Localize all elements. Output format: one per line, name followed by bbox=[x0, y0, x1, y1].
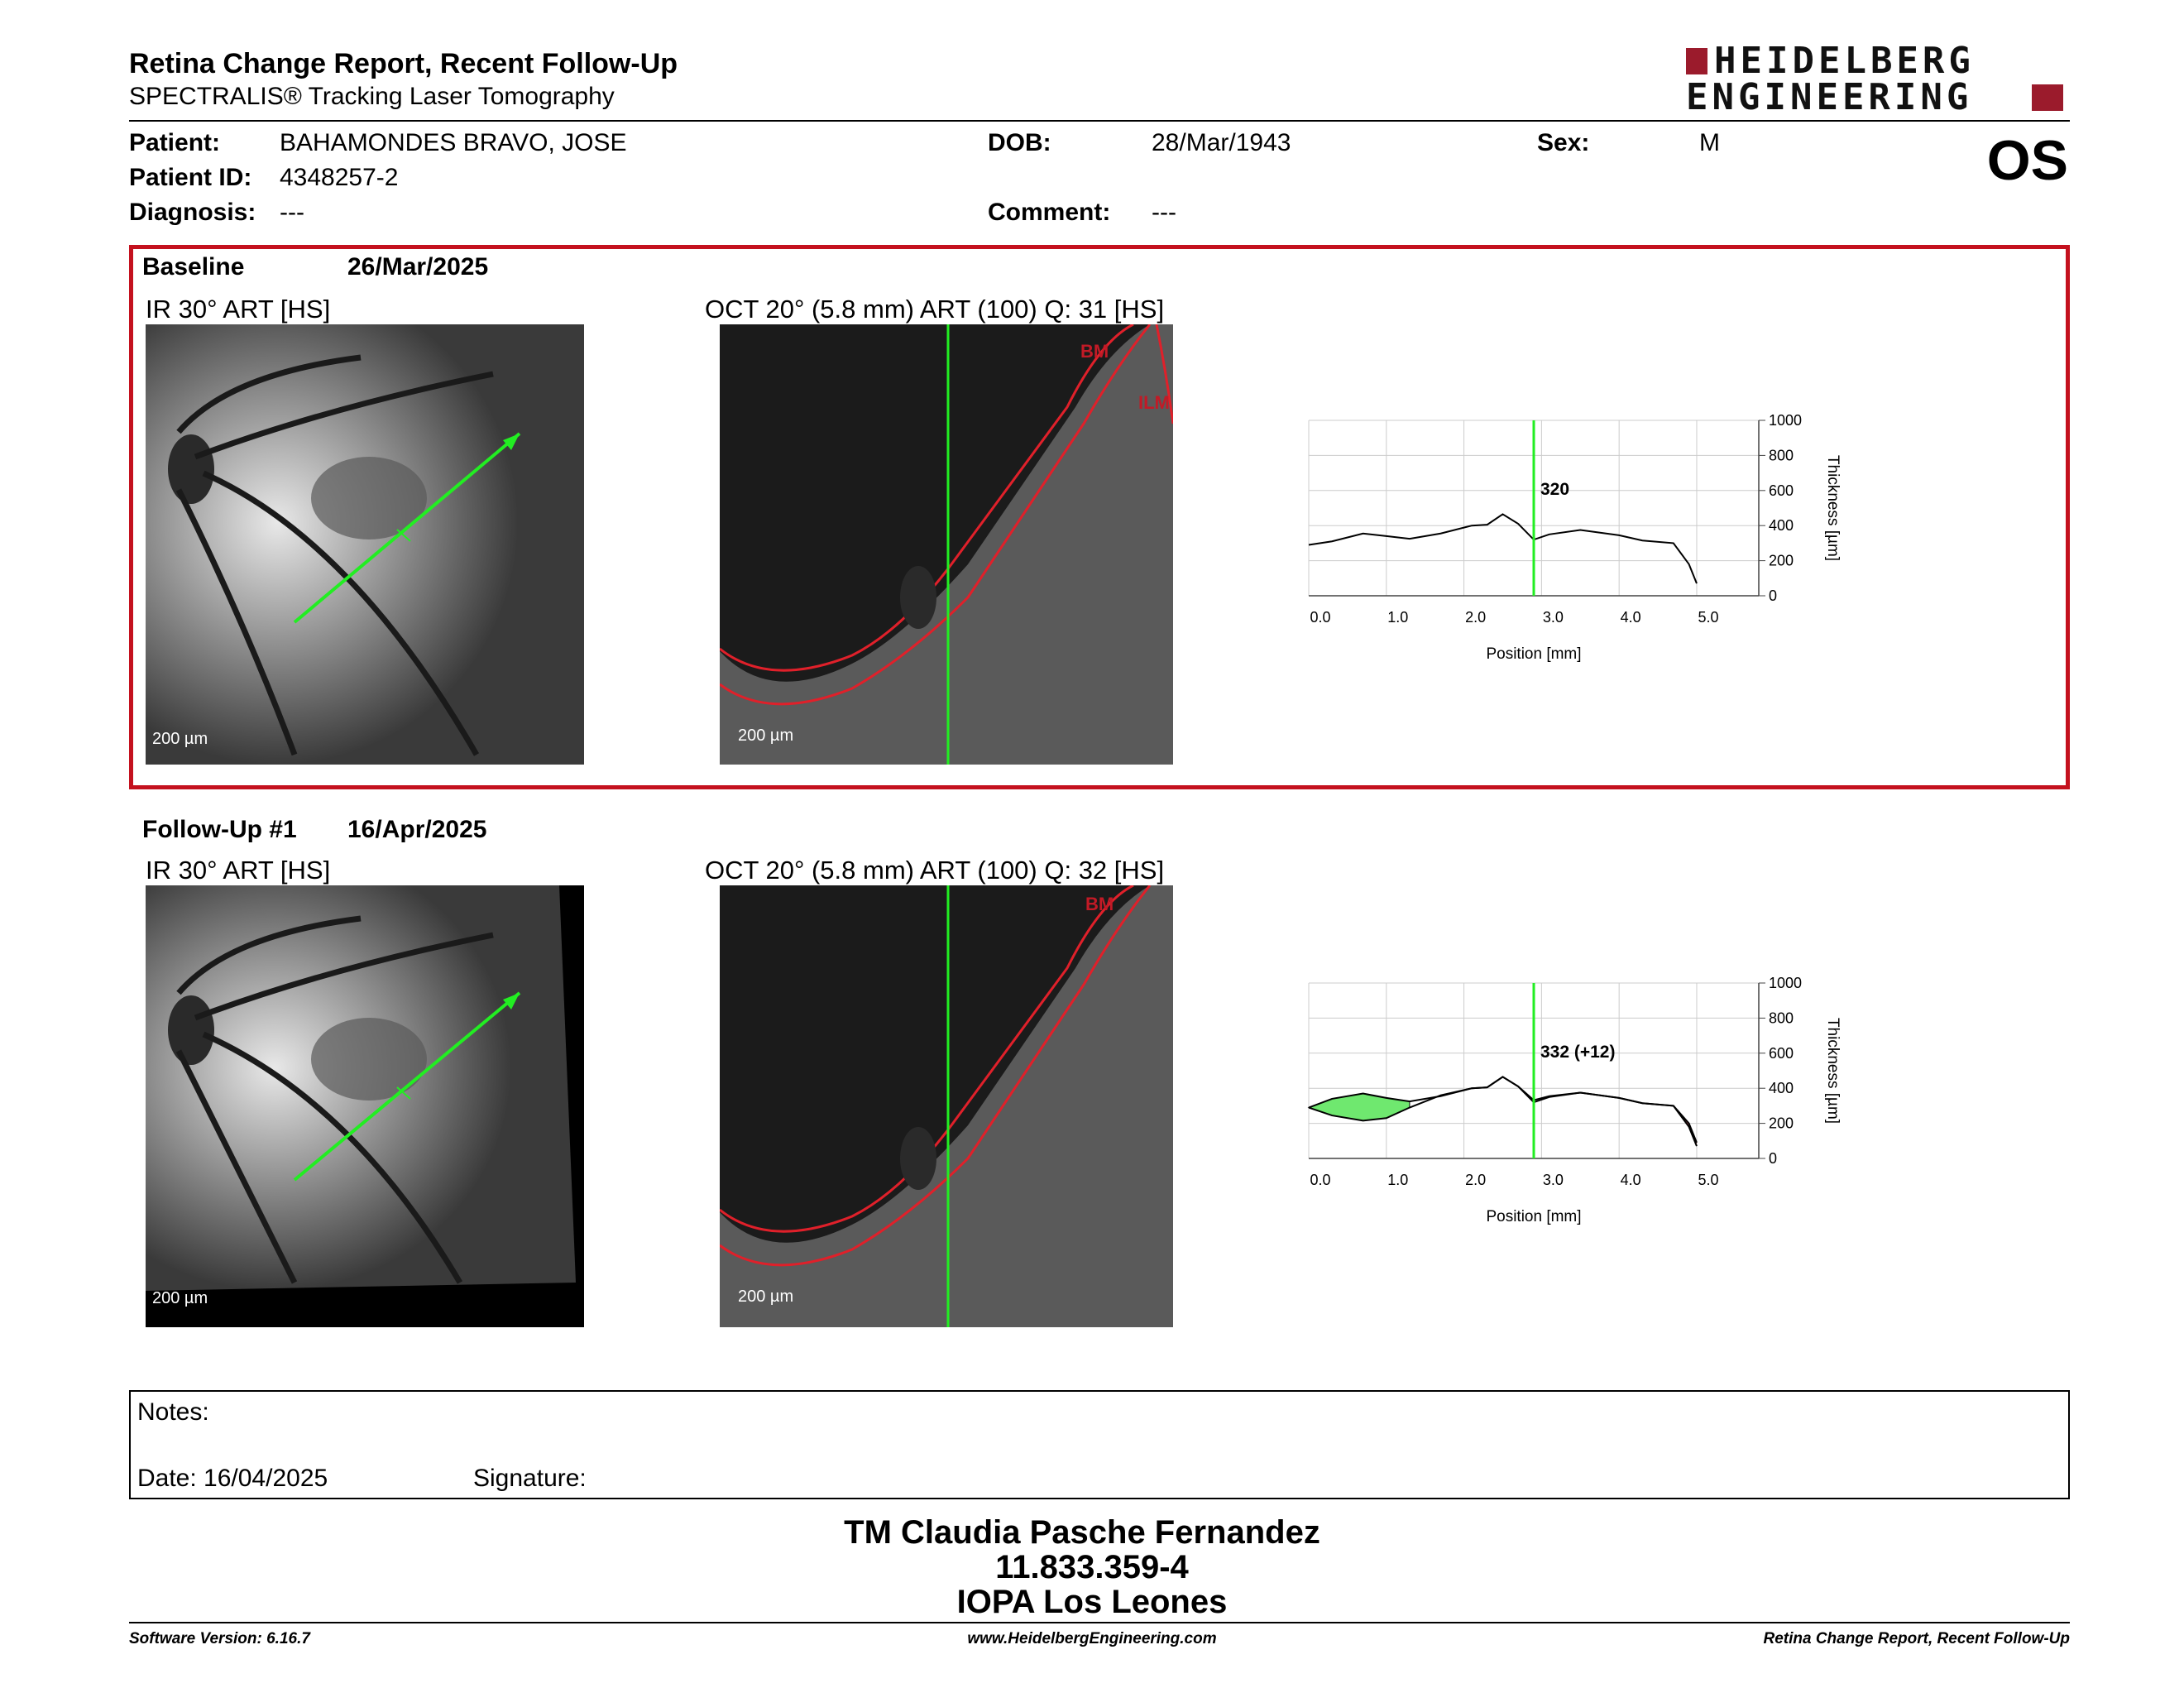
baseline-ir-label: IR 30° ART [HS] bbox=[146, 295, 331, 324]
report-title: Retina Change Report, Recent Follow-Up bbox=[129, 48, 678, 79]
x-tick-label: 5.0 bbox=[1698, 609, 1718, 626]
signer-id: 11.833.359-4 bbox=[995, 1549, 1189, 1585]
y-tick-label: 0 bbox=[1769, 587, 1777, 604]
footer-report-name: Retina Change Report, Recent Follow-Up bbox=[1763, 1630, 2070, 1647]
y-tick-label: 200 bbox=[1769, 553, 1794, 569]
x-tick-label: 4.0 bbox=[1621, 609, 1641, 626]
x-axis-label: Position [mm] bbox=[1486, 1208, 1581, 1225]
patient-name: BAHAMONDES BRAVO, JOSE bbox=[280, 129, 627, 156]
sex-label: Sex: bbox=[1537, 129, 1590, 156]
followup-date: 16/Apr/2025 bbox=[347, 816, 487, 843]
patient-id: 4348257-2 bbox=[280, 164, 399, 191]
followup-oct-label: OCT 20° (5.8 mm) ART (100) Q: 32 [HS] bbox=[705, 856, 1165, 885]
logo-line-1: HEIDELBERG bbox=[1714, 40, 1975, 82]
signer-name: TM Claudia Pasche Fernandez bbox=[844, 1514, 1320, 1551]
y-tick-label: 600 bbox=[1769, 1045, 1794, 1062]
baseline-oct-svg: BM ILM bbox=[720, 324, 1173, 765]
diagnosis-label: Diagnosis: bbox=[129, 199, 256, 226]
y-tick-label: 400 bbox=[1769, 517, 1794, 534]
followup-fundus-svg bbox=[146, 885, 576, 1291]
followup-ir-scalebar: 200 µm bbox=[152, 1289, 208, 1307]
signature-label: Signature: bbox=[473, 1465, 587, 1492]
heidelberg-logo: HEIDELBERG ENGINEERING bbox=[1686, 40, 2063, 118]
report-subtitle: SPECTRALIS® Tracking Laser Tomography bbox=[129, 83, 615, 110]
comment-label: Comment: bbox=[988, 199, 1111, 226]
notes-date: Date: 16/04/2025 bbox=[137, 1465, 328, 1492]
cursor-thickness-value: 320 bbox=[1540, 480, 1569, 499]
baseline-oct-label: OCT 20° (5.8 mm) ART (100) Q: 31 [HS] bbox=[705, 295, 1165, 324]
followup-ir-label: IR 30° ART [HS] bbox=[146, 856, 331, 885]
comment-value: --- bbox=[1152, 199, 1176, 226]
x-tick-label: 5.0 bbox=[1698, 1172, 1718, 1188]
y-tick-label: 800 bbox=[1769, 447, 1794, 463]
baseline-ir-fundus-image: 200 µm bbox=[146, 324, 584, 765]
baseline-date: 26/Mar/2025 bbox=[347, 253, 489, 281]
y-tick-label: 1000 bbox=[1769, 975, 1802, 991]
x-tick-label: 0.0 bbox=[1310, 609, 1330, 626]
footer-software-version: Software Version: 6.16.7 bbox=[129, 1630, 310, 1647]
baseline-label: Baseline bbox=[142, 253, 245, 281]
baseline-panel bbox=[129, 245, 2070, 789]
x-tick-label: 2.0 bbox=[1465, 1172, 1486, 1188]
footer-divider bbox=[129, 1622, 2070, 1623]
y-tick-label: 0 bbox=[1769, 1150, 1777, 1167]
followup-oct-bscan-image: BM 200 µm bbox=[720, 885, 1173, 1327]
patient-id-label: Patient ID: bbox=[129, 164, 252, 191]
followup-oct-scalebar: 200 µm bbox=[738, 1288, 794, 1306]
signer-place: IOPA Los Leones bbox=[956, 1584, 1228, 1620]
baseline-ilm-label: ILM bbox=[1138, 392, 1170, 413]
notes-box: Notes: Date: 16/04/2025 Signature: bbox=[129, 1390, 2070, 1499]
baseline-bm-label: BM bbox=[1080, 341, 1109, 362]
baseline-oct-scalebar: 200 µm bbox=[738, 727, 794, 745]
x-tick-label: 1.0 bbox=[1387, 1172, 1408, 1188]
sex-value: M bbox=[1699, 129, 1720, 156]
y-tick-label: 600 bbox=[1769, 482, 1794, 499]
y-tick-label: 200 bbox=[1769, 1115, 1794, 1132]
y-axis-label: Thickness [µm] bbox=[1824, 455, 1842, 561]
dob-value: 28/Mar/1943 bbox=[1152, 129, 1291, 156]
y-tick-label: 800 bbox=[1769, 1009, 1794, 1026]
cursor-thickness-value: 332 (+12) bbox=[1540, 1043, 1615, 1062]
logo-line-2: ENGINEERING bbox=[1686, 76, 1973, 118]
x-tick-label: 1.0 bbox=[1387, 609, 1408, 626]
dob-label: DOB: bbox=[988, 129, 1051, 156]
y-tick-label: 400 bbox=[1769, 1080, 1794, 1096]
thickness-series-line bbox=[1308, 513, 1698, 584]
followup-oct-svg: BM bbox=[720, 885, 1173, 1327]
notes-label: Notes: bbox=[137, 1398, 209, 1426]
x-tick-label: 2.0 bbox=[1465, 609, 1486, 626]
followup-ir-fundus-image: 200 µm bbox=[146, 885, 584, 1327]
thickness-increase-area bbox=[1307, 1093, 1410, 1121]
y-axis-label: Thickness [µm] bbox=[1824, 1018, 1842, 1124]
baseline-fundus-svg bbox=[146, 324, 584, 765]
diagnosis-value: --- bbox=[280, 199, 304, 226]
followup-bm-label: BM bbox=[1085, 894, 1114, 914]
eye-indicator: OS bbox=[1986, 129, 2068, 192]
followup-thickness-chart: 0.0 1.0 2.0 3.0 4.0 5.0 0 200 400 600 800 1000 Posit… bbox=[1307, 975, 1842, 1225]
followup-label: Follow-Up #1 bbox=[142, 816, 297, 843]
x-tick-label: 3.0 bbox=[1543, 1172, 1564, 1188]
y-tick-label: 1000 bbox=[1769, 412, 1802, 429]
patient-label: Patient: bbox=[129, 129, 221, 156]
baseline-thickness-chart: 0.0 1.0 2.0 3.0 4.0 5.0 0 200 400 600 800 1000 Posit… bbox=[1308, 412, 1842, 663]
baseline-oct-bscan-image: BM ILM 200 µm bbox=[720, 324, 1173, 765]
x-tick-label: 0.0 bbox=[1310, 1172, 1330, 1188]
x-tick-label: 4.0 bbox=[1621, 1172, 1641, 1188]
x-axis-label: Position [mm] bbox=[1486, 645, 1581, 663]
baseline-ir-scalebar: 200 µm bbox=[152, 730, 208, 748]
x-tick-label: 3.0 bbox=[1543, 609, 1564, 626]
header-divider bbox=[129, 120, 2070, 122]
footer-website: www.HeidelbergEngineering.com bbox=[967, 1630, 1217, 1647]
thickness-series-line bbox=[1308, 1076, 1698, 1147]
